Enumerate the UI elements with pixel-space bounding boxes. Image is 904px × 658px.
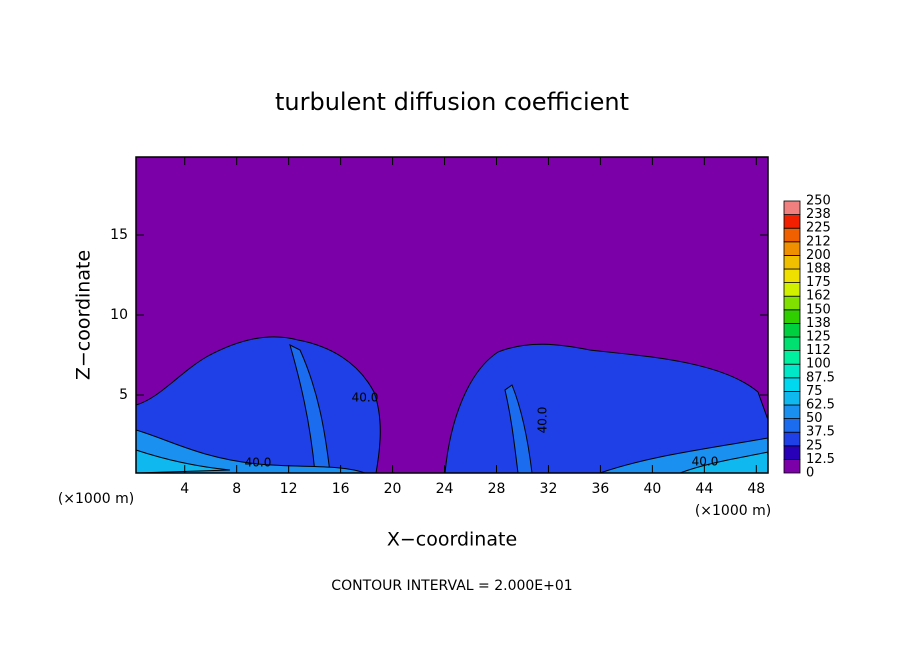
contour-label: 40.0 xyxy=(692,455,719,469)
x-tick-label: 32 xyxy=(540,481,558,497)
colorbar-swatch xyxy=(783,322,801,338)
colorbar-label: 12.5 xyxy=(806,452,835,467)
colorbar-label: 212 xyxy=(806,234,831,249)
colorbar-label: 62.5 xyxy=(806,398,835,413)
x-tick-label: 44 xyxy=(695,481,713,497)
colorbar-swatch xyxy=(783,458,801,474)
colorbar-label: 238 xyxy=(806,207,831,222)
colorbar-label: 75 xyxy=(806,384,823,399)
colorbar-label: 150 xyxy=(806,302,831,317)
x-tick-label: 16 xyxy=(332,481,350,497)
colorbar-label: 50 xyxy=(806,411,823,426)
x-tick-label: 20 xyxy=(384,481,402,497)
y-tick-label: 10 xyxy=(110,307,128,323)
colorbar-label: 162 xyxy=(806,289,831,304)
colorbar-label: 37.5 xyxy=(806,425,835,440)
x-tick-label: 8 xyxy=(232,481,241,497)
x-tick-label: 36 xyxy=(592,481,610,497)
x-tick-label: 4 xyxy=(180,481,189,497)
colorbar-label: 188 xyxy=(806,262,831,277)
colorbar-swatch xyxy=(783,241,801,256)
y-tick-label: 5 xyxy=(119,387,128,403)
x-unit-label: (×1000 m) xyxy=(58,491,134,507)
colorbar-swatch xyxy=(783,295,801,311)
colorbar-label: 175 xyxy=(806,275,831,290)
colorbar-swatch xyxy=(783,227,801,243)
colorbar-label: 87.5 xyxy=(806,370,835,385)
x-tick-label: 12 xyxy=(280,481,298,497)
colorbar-swatch xyxy=(783,404,801,420)
colorbar-swatch xyxy=(783,431,801,447)
colorbar-swatch xyxy=(783,214,801,229)
y-axis-label: Z−coordinate xyxy=(73,250,95,380)
footnote: CONTOUR INTERVAL = 2.000E+01 xyxy=(331,578,572,594)
x-tick-label: 24 xyxy=(436,481,454,497)
colorbar-swatch xyxy=(783,309,801,324)
x-tick-label: 48 xyxy=(747,481,765,497)
colorbar-label: 0 xyxy=(806,466,814,481)
contour-field: 40.0 40.0 40.0 40.0 xyxy=(135,157,769,474)
colorbar-swatch xyxy=(783,390,801,406)
colorbar-label: 225 xyxy=(806,221,831,236)
contour-label: 40.0 xyxy=(245,456,272,470)
contour-fill xyxy=(135,449,231,474)
colorbar-swatch xyxy=(783,254,801,270)
colorbar-swatch xyxy=(783,418,801,433)
colorbar-swatch xyxy=(783,377,801,392)
colorbar-swatch xyxy=(783,445,801,460)
colorbar-swatch xyxy=(783,282,801,297)
colorbar-label: 100 xyxy=(806,357,831,372)
colorbar-swatch xyxy=(783,363,801,379)
colorbar-swatch xyxy=(783,336,801,352)
colorbar-swatch xyxy=(783,200,801,216)
x-tick-label: 28 xyxy=(488,481,506,497)
chart-title: turbulent diffusion coefficient xyxy=(275,88,629,116)
x-axis-label: X−coordinate xyxy=(387,529,517,551)
colorbar-swatch xyxy=(783,350,801,365)
contour-label: 40.0 xyxy=(536,407,550,434)
colorbar-swatch xyxy=(783,268,801,284)
y-tick-label: 15 xyxy=(110,227,128,243)
colorbar-label: 25 xyxy=(806,438,823,453)
colorbar-label: 200 xyxy=(806,248,831,263)
contour-label: 40.0 xyxy=(352,391,379,405)
colorbar-label: 125 xyxy=(806,330,831,345)
x-unit-label: (×1000 m) xyxy=(695,503,771,519)
colorbar-label: 138 xyxy=(806,316,831,331)
contour-fill xyxy=(135,429,366,474)
colorbar-label: 112 xyxy=(806,343,831,358)
colorbar-label: 250 xyxy=(806,194,831,209)
x-tick-label: 40 xyxy=(643,481,661,497)
